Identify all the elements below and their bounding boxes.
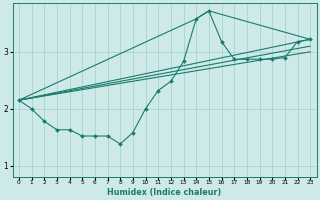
- X-axis label: Humidex (Indice chaleur): Humidex (Indice chaleur): [108, 188, 222, 197]
